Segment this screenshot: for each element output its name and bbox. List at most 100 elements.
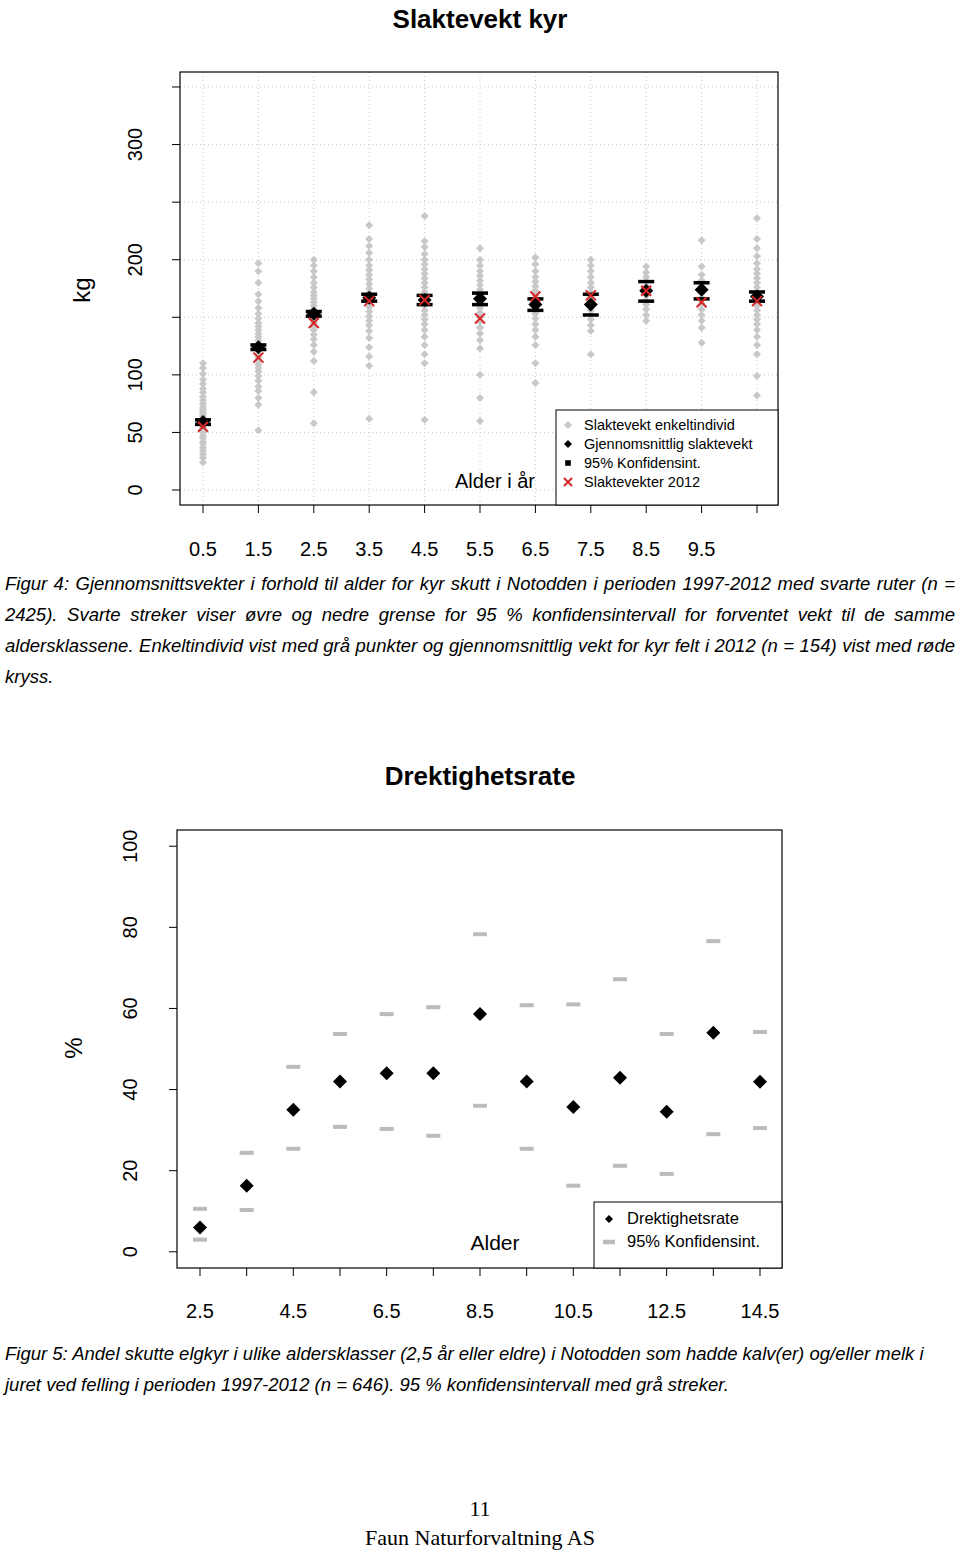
chart: Slaktevekt kyr0501002003000.51.52.53.54.… [68,4,778,560]
data-point [362,291,376,305]
x-tick [646,505,647,513]
individual-point [753,333,761,341]
individual-point [753,341,761,349]
y-tick [172,259,180,260]
ci-bound [250,343,266,347]
ci-bound [753,1030,767,1034]
individual-point [365,415,373,423]
individual-point [365,256,373,264]
individual-point [199,359,207,367]
ci-bound [417,294,433,298]
individual-point [365,334,373,342]
data-point [566,1100,580,1114]
y-grid-line [180,144,778,145]
x-tick-label: 5.5 [466,538,494,560]
ci-bound [472,291,488,295]
individual-point [476,256,484,264]
y-tick-label: 50 [124,421,146,443]
ci-bound [380,1127,394,1131]
y-tick-label: 0 [119,1246,141,1257]
individual-point [531,333,539,341]
x-tick-label: 2.5 [186,1300,214,1322]
x-tick [480,505,481,513]
x-tick [369,505,370,513]
chart: Drektighetsrate0204060801002.54.56.58.51… [60,761,782,1322]
data-point [660,1105,674,1119]
y-tick-label: 60 [119,997,141,1019]
ci-bound [566,1002,580,1006]
data-point [753,1075,767,1089]
data-point [530,292,540,302]
y-grid-line [180,86,778,87]
individual-point [531,267,539,275]
legend-label: Slaktevekt enkeltindivid [584,417,735,433]
x-tick-label: 7.5 [577,538,605,560]
data-point [333,1074,347,1088]
individual-point [254,401,262,409]
x-tick [590,505,591,513]
ci-bound [520,1003,534,1007]
data-point [641,286,651,296]
ci-bound [193,1238,207,1242]
ci-bound [333,1032,347,1036]
y-axis-label: % [60,1037,87,1058]
data-point [193,1220,207,1234]
x-tick [666,1268,667,1276]
x-tick-label: 4.5 [411,538,439,560]
data-point [420,295,430,305]
y-tick-label: 80 [119,916,141,938]
y-tick [169,1251,177,1252]
x-tick [340,1268,341,1276]
x-axis-label: Alder i år [455,470,535,492]
ci-bound [706,939,720,943]
individual-point [310,419,318,427]
ci-bound [694,297,710,301]
data-point [473,1007,487,1021]
legend-marker [564,478,572,486]
legend-label: Drektighetsrate [627,1209,739,1227]
individual-point [476,394,484,402]
x-axis-label: Alder [470,1231,519,1254]
y-tick-label: 200 [124,243,146,276]
x-tick-label: 3.5 [355,538,383,560]
data-point [253,353,263,363]
ci-bound [472,303,488,307]
individual-point [531,260,539,268]
individual-point [421,212,429,220]
ci-bound [638,280,654,284]
individual-point [310,357,318,365]
individual-point [476,417,484,425]
ci-bound [520,1147,534,1151]
x-tick [293,1268,294,1276]
x-tick-label: 12.5 [647,1300,686,1322]
data-point [695,283,709,297]
data-point [418,293,432,307]
individual-point [698,339,706,347]
ci-bound [694,281,710,285]
individual-point [753,244,761,252]
data-point [380,1066,394,1080]
x-tick-label: 1.5 [244,538,272,560]
ci-bound [473,1104,487,1108]
legend-label: 95% Konfidensint. [627,1232,760,1250]
data-point [286,1103,300,1117]
individual-point [421,350,429,358]
individual-point [698,324,706,332]
individual-point [365,221,373,229]
data-point [706,1026,720,1040]
x-tick [701,505,702,513]
ci-bound [749,290,765,294]
figure-caption: Figur 4: Gjennomsnittsvekter i forhold t… [5,568,955,692]
legend-box [556,410,778,505]
data-point [520,1074,534,1088]
ci-bound [566,1184,580,1188]
data-point [364,296,374,306]
individual-point [698,271,706,279]
individual-point [476,371,484,379]
ci-bound [195,418,211,422]
individual-point [254,267,262,275]
x-tick [433,1268,434,1276]
individual-point [753,259,761,267]
data-point [752,296,762,306]
ci-bound [660,1172,674,1176]
